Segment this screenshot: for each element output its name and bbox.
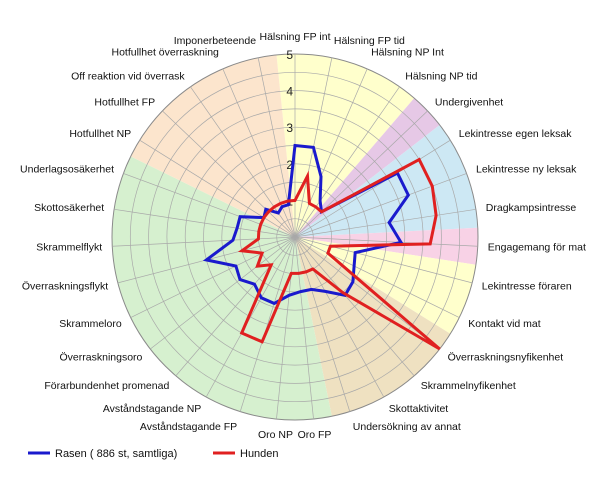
grid-spoke-20 (150, 236, 296, 350)
axis-label-1: Hälsning FP tid (334, 35, 405, 47)
axis-label-30: Imponerbeteende (174, 35, 256, 47)
sector-4 (295, 237, 476, 334)
legend: Rasen ( 886 st, samtliga) Hunden (28, 448, 279, 460)
grid-spoke-12 (294, 236, 415, 377)
axis-label-26: Hotfullhet NP (69, 128, 131, 140)
axis-label-19: Förarbundenhet promenad (44, 380, 169, 392)
grid-spoke-27 (162, 110, 296, 238)
axis-label-24: Skottosäkerhet (34, 202, 104, 214)
sector-0 (276, 54, 415, 238)
axis-label-10: Kontakt vid mat (468, 318, 540, 330)
tick-label-5: 5 (286, 48, 293, 62)
axis-label-18: Avståndstagande NP (103, 403, 201, 415)
axis-label-13: Skottaktivitet (389, 403, 449, 415)
axis-label-21: Skrammeloro (59, 318, 122, 330)
grid-spoke-9 (294, 236, 473, 284)
axis-label-12: Skrammelnyfikenhet (421, 380, 516, 392)
grid-spoke-14 (294, 236, 351, 412)
axis-label-29: Hotfullhet överraskning (112, 47, 220, 59)
grid-spoke-10 (294, 236, 460, 318)
data-series (202, 143, 441, 351)
axis-label-0: Hälsning FP int (259, 31, 330, 43)
axis-label-8: Engagemang för mat (488, 241, 586, 253)
grid-spoke-18 (205, 236, 296, 398)
tick-label-2: 2 (286, 158, 293, 172)
grid-spoke-8 (294, 236, 478, 247)
axis-label-2: Hälsning NP Int (371, 47, 444, 59)
grid-spoke-26 (139, 139, 296, 238)
grid-spoke-29 (222, 68, 296, 238)
axis-label-16: Oro NP (258, 429, 293, 441)
axis-label-20: Överraskningsoro (60, 352, 143, 364)
grid-spoke-13 (294, 236, 385, 398)
grid-spoke-24 (114, 208, 296, 238)
series-line-0 (202, 143, 411, 306)
grid-spoke-25 (123, 173, 296, 238)
grid-spoke-11 (294, 236, 440, 350)
grid-spoke-3 (294, 86, 400, 238)
axis-label-5: Lekintresse egen leksak (459, 128, 572, 140)
sector-6 (112, 156, 332, 420)
axis-label-28: Off reaktion vid överrask (71, 71, 185, 83)
legend-label-1: Hunden (240, 448, 279, 460)
grid-spoke-16 (276, 236, 296, 420)
grid-spoke-5 (294, 139, 451, 238)
sector-7 (130, 54, 295, 237)
grid-spoke-7 (294, 208, 476, 238)
grid-spoke-21 (130, 236, 296, 318)
tick-label-4: 4 (286, 85, 293, 99)
axis-label-17: Avståndstagande FP (140, 421, 237, 433)
grid-spoke-2 (294, 68, 368, 238)
axis-label-11: Överraskningsnyfikenhet (448, 352, 564, 364)
grid-spoke-4 (294, 110, 428, 238)
axis-label-15: Oro FP (298, 429, 332, 441)
grid-spoke-15 (294, 236, 314, 420)
series-line-1 (237, 157, 441, 351)
grid-spoke-17 (239, 236, 296, 412)
sector-2 (295, 124, 478, 237)
grid-spoke-23 (112, 236, 296, 247)
axis-label-3: Hälsning NP tid (405, 71, 477, 83)
axis-label-4: Undergivenhet (435, 97, 503, 109)
legend-label-0: Rasen ( 886 st, samtliga) (55, 448, 177, 460)
axis-label-22: Överraskningsflykt (22, 281, 108, 293)
axis-label-14: Undersökning av annat (353, 421, 461, 433)
axis-label-6: Lekintresse ny leksak (476, 163, 577, 175)
axis-label-9: Lekintresse föraren (482, 281, 572, 293)
axis-label-25: Underlagsosäkerhet (20, 163, 114, 175)
tick-label-3: 3 (286, 121, 293, 135)
grid-spoke-30 (257, 57, 296, 238)
grid-spoke-19 (175, 236, 296, 377)
axis-label-27: Hotfullhet FP (94, 97, 155, 109)
axis-label-7: Dragkampsintresse (486, 202, 577, 214)
grid-spoke-6 (294, 173, 467, 238)
axis-label-23: Skrammelflykt (36, 241, 102, 253)
